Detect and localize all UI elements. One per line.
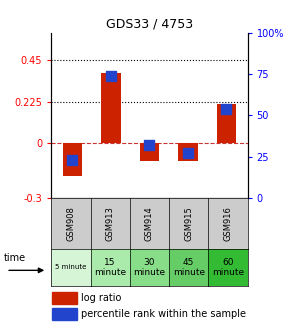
Text: percentile rank within the sample: percentile rank within the sample <box>81 309 246 319</box>
Text: 60
minute: 60 minute <box>212 258 244 277</box>
Text: GSM914: GSM914 <box>145 206 154 241</box>
Point <box>224 106 229 111</box>
Point <box>147 142 152 147</box>
Bar <box>52 308 77 320</box>
Bar <box>52 292 77 304</box>
Bar <box>178 143 197 161</box>
Text: 15
minute: 15 minute <box>94 258 126 277</box>
Bar <box>217 104 236 143</box>
Text: GSM916: GSM916 <box>224 206 232 241</box>
Text: GSM908: GSM908 <box>67 206 75 241</box>
Text: GSM913: GSM913 <box>106 206 115 241</box>
Text: log ratio: log ratio <box>81 293 121 303</box>
Text: 5 minute: 5 minute <box>55 264 87 270</box>
Point <box>70 157 75 163</box>
Bar <box>101 73 120 143</box>
Text: GSM915: GSM915 <box>184 206 193 241</box>
Text: 30
minute: 30 minute <box>133 258 166 277</box>
Text: 45
minute: 45 minute <box>173 258 205 277</box>
Point <box>109 73 113 78</box>
Point <box>185 151 190 156</box>
Title: GDS33 / 4753: GDS33 / 4753 <box>106 17 193 30</box>
Text: time: time <box>4 253 26 263</box>
Bar <box>140 143 159 161</box>
Bar <box>63 143 82 176</box>
